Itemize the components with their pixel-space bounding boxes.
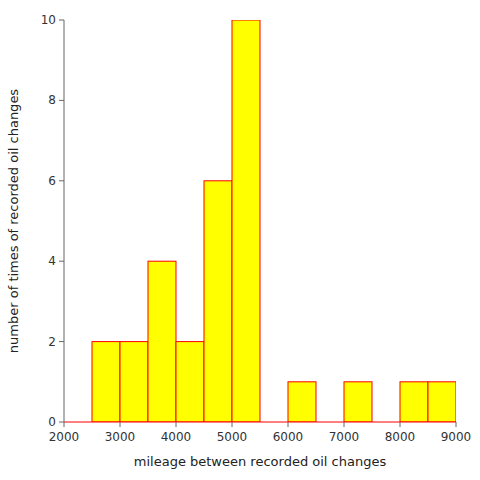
- bar: [120, 342, 148, 422]
- y-tick-label: 10: [41, 13, 56, 27]
- x-tick-label: 6000: [273, 430, 304, 444]
- y-tick: [59, 180, 64, 181]
- bar: [288, 382, 316, 422]
- x-tick-label: 5000: [217, 430, 248, 444]
- x-tick: [456, 422, 457, 427]
- bars: [92, 20, 456, 422]
- x-tick-label: 4000: [161, 430, 192, 444]
- x-tick: [288, 422, 289, 427]
- x-tick-label: 8000: [385, 430, 416, 444]
- x-tick-label: 2000: [49, 430, 80, 444]
- y-tick-label: 8: [48, 93, 56, 107]
- y-axis-line: [64, 20, 65, 422]
- bar: [344, 382, 372, 422]
- x-axis-line: [64, 422, 456, 423]
- y-tick: [59, 100, 64, 101]
- chart: 2000 3000 4000 5000 6000 7000 8000 9000 0 2 4 6 8 10 m…: [0, 0, 480, 480]
- y-tick: [59, 341, 64, 342]
- x-tick: [64, 422, 65, 427]
- x-tick: [120, 422, 121, 427]
- x-tick-label: 7000: [329, 430, 360, 444]
- y-tick-label: 4: [48, 254, 56, 268]
- x-tick: [344, 422, 345, 427]
- x-axis-label: mileage between recorded oil changes: [134, 454, 387, 469]
- y-tick: [59, 422, 64, 423]
- y-tick: [59, 261, 64, 262]
- bar: [92, 342, 120, 422]
- bar: [428, 382, 456, 422]
- y-axis-label: number of times of recorded oil changes: [6, 89, 21, 354]
- bar: [232, 20, 260, 422]
- x-tick: [232, 422, 233, 427]
- chart-container: 2000 3000 4000 5000 6000 7000 8000 9000 0 2 4 6 8 10 m…: [0, 0, 480, 480]
- x-tick: [400, 422, 401, 427]
- bar: [400, 382, 428, 422]
- y-tick-label: 2: [48, 335, 56, 349]
- x-tick-label: 9000: [441, 430, 472, 444]
- x-tick: [176, 422, 177, 427]
- bar: [204, 181, 232, 422]
- y-tick: [59, 20, 64, 21]
- y-tick-label: 6: [48, 174, 56, 188]
- bar: [176, 342, 204, 422]
- x-tick-label: 3000: [105, 430, 136, 444]
- y-tick-label: 0: [48, 415, 56, 429]
- bar: [148, 261, 176, 422]
